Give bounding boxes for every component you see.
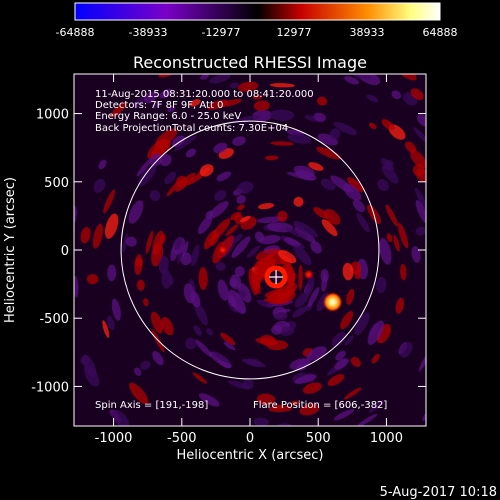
counts-annotation: Total counts: 7.30E+04	[171, 123, 288, 134]
x-tick-label: -500	[167, 431, 197, 446]
y-tick-label: -1000	[31, 380, 69, 395]
colorbar-tick-label: -64888	[56, 26, 95, 39]
colorbar-tick-label: 12977	[276, 26, 311, 39]
colorbar-ticks: -64888 -38933 -12977 12977 38933 64888	[56, 26, 458, 39]
plot-area	[74, 74, 426, 426]
chart-title: Reconstructed RHESSI Image	[133, 53, 367, 72]
x-tick-label: 1000	[370, 431, 403, 446]
spin-axis-annotation: Spin Axis = [191,-198]	[95, 400, 208, 411]
detectors-annotation: Detectors: 7F 8F 9F, Att 0	[95, 100, 223, 111]
x-axis-label: Heliocentric X (arcsec)	[177, 448, 324, 463]
colorbar	[74, 2, 441, 21]
y-tick-label: 1000	[36, 108, 69, 123]
colorbar-tick-label: 38933	[350, 26, 385, 39]
solar-limb	[120, 120, 380, 380]
flare-position-annotation: Flare Position = [606,-382]	[253, 400, 387, 411]
y-tick-label: 500	[44, 176, 69, 191]
method-annotation: Back Projection	[95, 123, 172, 134]
ring-source	[264, 265, 288, 289]
x-tick-label: -1000	[95, 431, 133, 446]
y-axis-label: Heliocentric Y (arcsec)	[3, 177, 18, 323]
time-range-annotation: 11-Aug-2015 08:31:20.000 to 08:41:20.000	[95, 89, 314, 100]
energy-annotation: Energy Range: 6.0 - 25.0 keV	[95, 111, 241, 122]
central-ring	[217, 245, 314, 289]
y-tick-label: -500	[39, 312, 69, 327]
hot-source	[322, 292, 343, 313]
x-tick-label: 500	[306, 431, 331, 446]
colorbar-tick-label: -38933	[129, 26, 168, 39]
x-axis: -1000 -500 0 500 1000	[95, 74, 403, 446]
footer-date: 5-Aug-2017 10:18	[380, 485, 497, 500]
spin-axis-marker	[269, 270, 284, 285]
colorbar-tick-label: -12977	[202, 26, 241, 39]
y-axis: -1000 -500 0 500 1000	[31, 108, 426, 395]
colorbar-tick-label: 64888	[423, 26, 458, 39]
x-tick-label: 0	[246, 431, 254, 446]
y-tick-label: 0	[61, 244, 69, 259]
